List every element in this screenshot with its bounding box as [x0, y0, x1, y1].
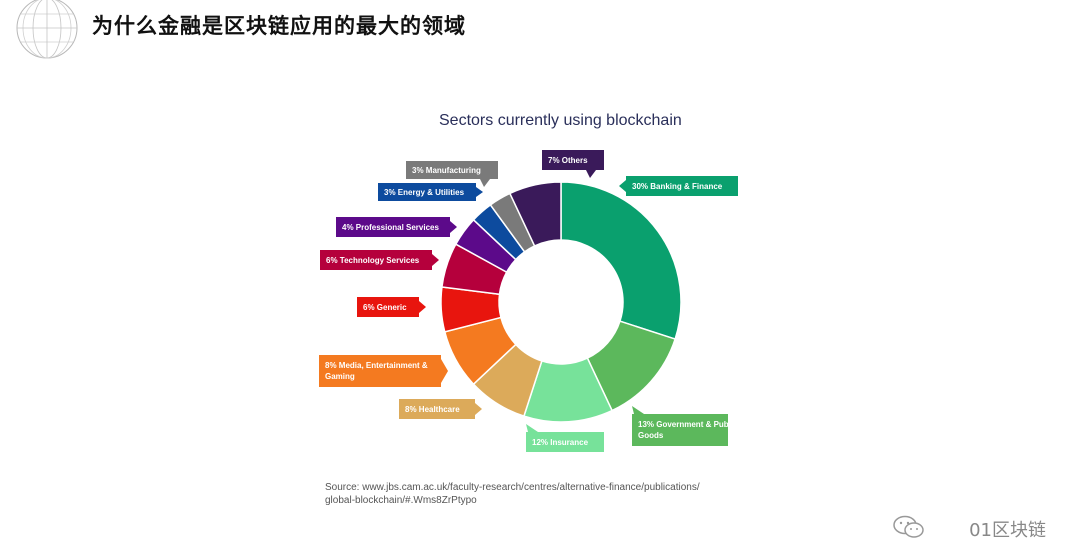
- callout-label: 4% Professional Services: [342, 223, 439, 232]
- slice-callout: 30% Banking & Finance: [619, 176, 738, 196]
- slice-callout: 12% Insurance: [526, 424, 604, 452]
- wechat-icon: [893, 515, 924, 538]
- callout-label: Gaming: [325, 372, 355, 381]
- donut-slice: [508, 181, 562, 247]
- slice-callout: 6% Generic: [357, 297, 426, 317]
- source-citation: Source: www.jbs.cam.ac.uk/faculty-resear…: [325, 481, 700, 507]
- callout-label: 30% Banking & Finance: [632, 182, 723, 191]
- callout-label: 6% Generic: [363, 303, 407, 312]
- slice-callout: 8% Media, Entertainment & Gaming: [319, 355, 448, 387]
- callout-label: 3% Manufacturing: [412, 166, 481, 175]
- slice-callout: 3% Manufacturing: [406, 161, 498, 187]
- globe-logo: [16, 0, 78, 59]
- callout-label: 8% Healthcare: [405, 405, 460, 414]
- callout-label: 3% Energy & Utilities: [384, 188, 465, 197]
- watermark-text: 01区块链: [969, 520, 1046, 541]
- slice-callout: 3% Energy & Utilities: [378, 183, 483, 201]
- callout-label: Goods: [638, 431, 664, 440]
- slice-callout: 4% Professional Services: [336, 217, 457, 237]
- donut-slice: [560, 181, 682, 341]
- page-title: 为什么金融是区块链应用的最大的领域: [92, 13, 466, 38]
- slice-callout: 13% Government & Public Goods: [632, 406, 738, 446]
- chart-title: Sectors currently using blockchain: [439, 112, 682, 129]
- source-line-2: global-blockchain/#.Wms8ZrPtypo: [325, 495, 477, 506]
- callout-label: 13% Government & Public: [638, 420, 738, 429]
- slice-callout: 6% Technology Services: [320, 250, 439, 270]
- slice-callout: 8% Healthcare: [399, 399, 482, 419]
- callout-label: 12% Insurance: [532, 438, 589, 447]
- callout-label: 8% Media, Entertainment &: [325, 361, 428, 370]
- slice-callout: 7% Others: [542, 150, 604, 178]
- callout-label: 7% Others: [548, 156, 588, 165]
- callout-label: 6% Technology Services: [326, 256, 420, 265]
- source-line-1: Source: www.jbs.cam.ac.uk/faculty-resear…: [325, 482, 700, 493]
